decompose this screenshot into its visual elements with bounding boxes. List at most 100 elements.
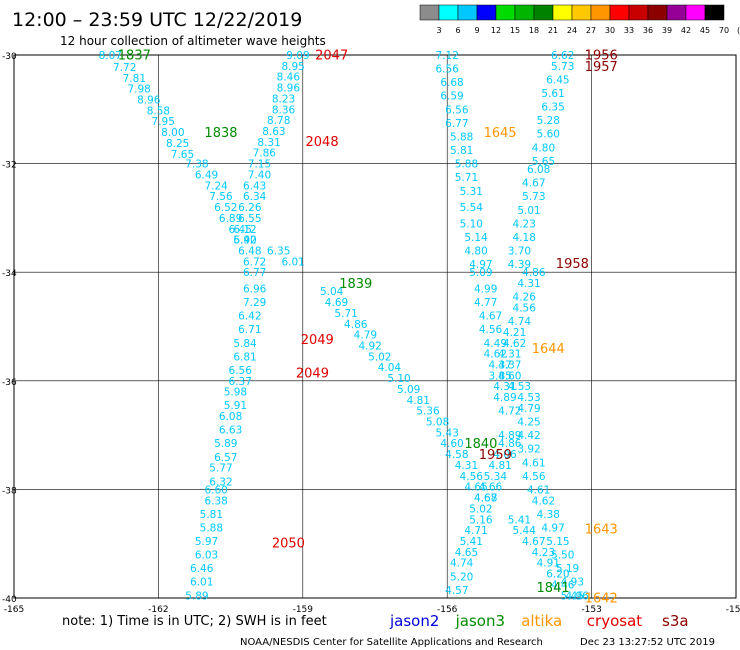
- wave-height-value: 4.23: [532, 547, 555, 559]
- wave-height-value: 5.41: [460, 536, 483, 548]
- wave-height-value: 4.60: [440, 438, 463, 450]
- pass-time-label: 2048: [306, 135, 339, 150]
- wave-height-value: 5.88: [455, 159, 478, 171]
- x-tick-label: -165: [4, 605, 24, 615]
- colorbar-label: 30: [605, 26, 615, 35]
- wave-height-value: 8.36: [272, 104, 296, 116]
- footer-timestamp: Dec 23 13:27:52 UTC 2019: [580, 637, 715, 648]
- wave-height-value: 4.58: [445, 449, 468, 461]
- wave-height-value: 6.57: [214, 452, 237, 464]
- wave-height-value: 6.03: [195, 550, 218, 562]
- legend-item: jason3: [455, 612, 505, 630]
- wave-height-value: 6.52: [214, 202, 237, 214]
- plot-frame: [13, 54, 737, 599]
- wave-height-value: 5.50: [551, 550, 574, 562]
- wave-height-value: 4.06: [493, 449, 517, 461]
- y-tick-labels: -30 -32 -34 -36 -38 -40: [2, 52, 17, 605]
- wave-height-value: 4.46: [551, 579, 575, 591]
- wave-height-value: 6.77: [445, 118, 468, 130]
- wave-height-value: 4.57: [445, 585, 468, 597]
- wave-height-value: 6.26: [238, 202, 262, 214]
- wave-height-value: 4.77: [474, 297, 497, 309]
- wave-height-value: 4.62: [484, 349, 507, 361]
- wave-height-value: 5.14: [464, 232, 488, 244]
- pass-time-labels: 1837 1838 1839 1840 1841 1645 1644 1643 1642 1956…: [118, 48, 618, 606]
- legend-item: cryosat: [587, 612, 642, 630]
- wave-height-value: 6.56: [436, 64, 460, 76]
- wave-height-value: 4.61: [527, 484, 550, 496]
- wave-height-value: 3.85: [488, 370, 511, 382]
- wave-height-value: 4.65: [464, 482, 487, 494]
- colorbar-label: 6: [455, 26, 460, 35]
- pass-time-label: 1645: [484, 126, 517, 141]
- pass-time-label: 1959: [479, 448, 512, 463]
- wave-height-value: 5.54: [460, 202, 484, 214]
- satellite-legend: jason2 jason3 altika cryosat s3a: [389, 612, 689, 630]
- wave-height-value: 5.98: [224, 387, 247, 399]
- wave-height-value: 4.56: [522, 471, 546, 483]
- wave-height-value: 5.19: [556, 563, 579, 575]
- x-tick-label: -159: [293, 605, 314, 615]
- wave-height-value: 6.08: [219, 411, 242, 423]
- colorbar-label: 39: [662, 26, 672, 35]
- wave-height-value: 6.34: [243, 191, 267, 203]
- wave-height-value: 4.69: [325, 297, 348, 309]
- wave-height-value: 5.41: [508, 514, 531, 526]
- wave-height-value: 4.65: [455, 547, 478, 559]
- wave-height-value: 7.98: [127, 84, 150, 96]
- wave-height-value: 7.72: [113, 62, 136, 74]
- wave-height-value: 5.73: [551, 61, 574, 73]
- wave-height-value: 5.61: [541, 88, 564, 100]
- pass-time-label: 1958: [556, 257, 589, 272]
- colorbar-label: 70: [719, 26, 729, 35]
- wave-height-value: 4.93: [561, 577, 584, 589]
- wave-height-points: 8.077.727.817.988.968.587.958.008.257.65…: [99, 50, 590, 602]
- wave-height-value: 8.96: [277, 83, 301, 95]
- pass-time-label: 1839: [339, 277, 372, 292]
- pass-time-label: 1838: [204, 126, 237, 141]
- wave-height-value: 4.42: [517, 430, 540, 442]
- wave-height-value: 8.78: [267, 115, 290, 127]
- wave-height-value: 5.02: [368, 351, 391, 363]
- y-tick-label: -36: [2, 378, 17, 388]
- wave-height-value: 4.67: [479, 311, 502, 323]
- wave-height-value: 8.25: [166, 138, 189, 150]
- wave-height-value: 6.63: [219, 425, 242, 437]
- wave-height-value: 4.71: [464, 525, 487, 537]
- colorbar-swatch: [685, 4, 706, 21]
- colorbar-label: 18: [529, 26, 539, 35]
- wave-height-value: 5.09: [469, 267, 492, 279]
- wave-height-value: 6.56: [445, 104, 469, 116]
- wave-height-value: 5.34: [484, 471, 508, 483]
- wave-height-value: 4.31: [455, 460, 478, 472]
- wave-height-value: 6.71: [238, 324, 261, 336]
- wave-height-value: 4.61: [522, 457, 545, 469]
- wave-height-value: 4.81: [488, 460, 511, 472]
- wave-height-value: 4.79: [517, 403, 540, 415]
- wave-height-value: 5.10: [460, 218, 483, 230]
- colorbar-swatch: [647, 4, 668, 21]
- wave-height-value: 8.00: [161, 127, 184, 139]
- wave-height-value: 6.37: [229, 376, 252, 388]
- colorbar-label: 27: [586, 26, 596, 35]
- wave-height-value: 7.81: [123, 73, 146, 85]
- colorbar-label: 24: [567, 26, 577, 35]
- wave-height-value: 6.08: [527, 164, 550, 176]
- wave-height-value: 4.21: [503, 327, 526, 339]
- wave-height-value: 6.43: [243, 180, 266, 192]
- wave-height-value: 5.36: [416, 406, 440, 418]
- y-tick-label: -40: [2, 595, 17, 605]
- wave-height-value: 4.91: [537, 558, 560, 570]
- wave-height-value: 6.49: [195, 169, 218, 181]
- wave-height-value: 5.88: [200, 522, 223, 534]
- wave-height-value: 5.71: [334, 308, 357, 320]
- colorbar-swatch: [419, 4, 440, 21]
- colorbar-swatch: [438, 4, 459, 21]
- colorbar-label: 45: [700, 26, 710, 35]
- pass-time-label: 1957: [585, 60, 618, 75]
- wave-height-value: 4.89: [493, 392, 516, 404]
- wave-height-value: 4.39: [508, 259, 531, 271]
- wave-height-value: 6.72: [243, 256, 266, 268]
- colorbar-swatch: [571, 4, 592, 21]
- colorbar-swatch: [628, 4, 649, 21]
